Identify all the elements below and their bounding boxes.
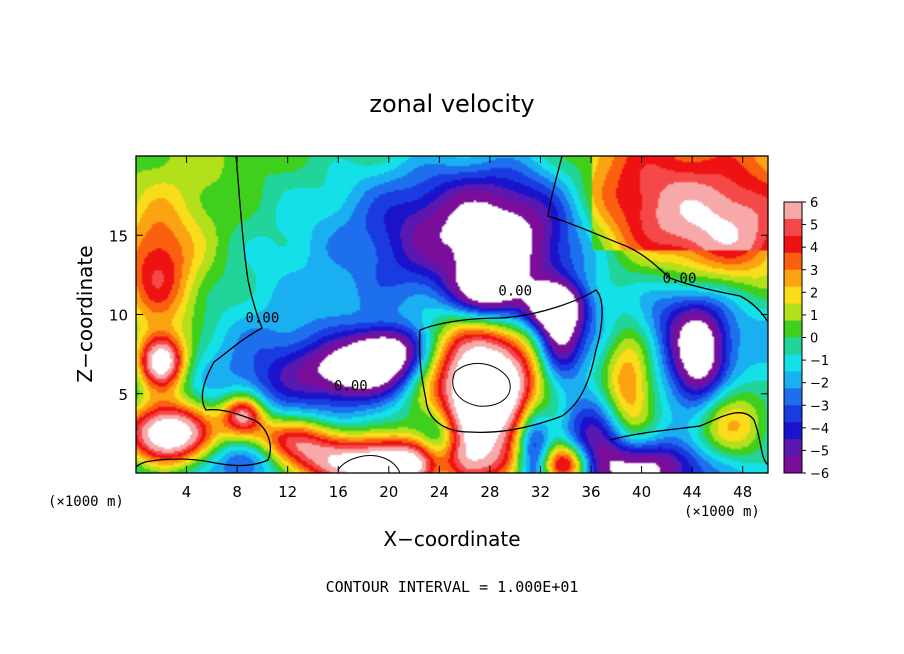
colorbar-tick-label: 4 xyxy=(810,241,818,256)
x-tick-label: 16 xyxy=(329,483,348,501)
contour-labels: 0.00 0.00 0.00 0.00 xyxy=(246,271,697,395)
colorbar-tick-label: 0 xyxy=(810,332,818,347)
colorbar-tick-label: 5 xyxy=(810,219,818,234)
colorbar-swatch xyxy=(784,218,802,237)
colorbar-tick-label: −6 xyxy=(810,467,829,482)
contour-label: 0.00 xyxy=(246,310,280,326)
contour-label: 0.00 xyxy=(498,283,532,299)
contour-interval-note: CONTOUR INTERVAL = 1.000E+01 xyxy=(326,578,579,596)
contour-zero-se xyxy=(609,412,768,466)
x-axis-ticks: 4 8 12 16 20 24 28 32 36 40 44 48 xyxy=(182,156,752,501)
x-tick-label: 32 xyxy=(531,483,550,501)
colorbar-swatch xyxy=(784,235,802,254)
x-axis-label: X−coordinate xyxy=(383,527,520,551)
contour-label: 0.00 xyxy=(663,271,697,287)
contour-zero-east xyxy=(547,156,768,323)
y-axis-label: Z−coordinate xyxy=(73,245,97,382)
contour-zero-west xyxy=(136,156,271,468)
colorbar-swatch xyxy=(784,337,802,355)
colorbar-swatch xyxy=(784,422,802,440)
x-tick-label: 12 xyxy=(278,483,297,501)
contour-zero-center xyxy=(418,289,603,434)
x-tick-label: 48 xyxy=(733,483,752,501)
x-unit-left: (×1000 m) xyxy=(48,494,124,510)
colorbar-swatch xyxy=(784,320,802,338)
heatmap-field xyxy=(136,156,768,473)
colorbar-tick-label: −2 xyxy=(810,377,829,392)
y-tick-label: 5 xyxy=(118,386,128,404)
colorbar-tick-label: 3 xyxy=(810,264,818,279)
colorbar-swatch xyxy=(784,354,802,372)
colorbar-tick-label: 6 xyxy=(810,196,818,211)
x-tick-label: 40 xyxy=(632,483,651,501)
colorbar-swatch xyxy=(784,252,802,271)
colorbar-tick-label: −5 xyxy=(810,444,829,459)
colorbar-swatch xyxy=(784,303,802,322)
colorbar-swatch xyxy=(784,439,802,457)
x-tick-label: 4 xyxy=(182,483,192,501)
x-unit-right: (×1000 m) xyxy=(684,504,760,520)
colorbar-tick-label: −3 xyxy=(810,399,829,414)
y-axis-ticks: 5 10 15 xyxy=(109,227,768,404)
colorbar-tick-label: −4 xyxy=(810,422,829,437)
colorbar-swatch xyxy=(784,202,802,220)
colorbar-swatch xyxy=(784,456,802,474)
colorbar-swatch xyxy=(784,371,802,389)
colorbar-swatch xyxy=(784,286,802,305)
colorbar-swatch xyxy=(784,405,802,423)
x-tick-label: 28 xyxy=(480,483,499,501)
x-tick-label: 24 xyxy=(430,483,449,501)
contour-10-south xyxy=(337,455,401,473)
colorbar-swatch xyxy=(784,388,802,406)
y-tick-label: 10 xyxy=(109,307,128,325)
contour-10-center xyxy=(452,362,511,407)
colorbar: 6 5 4 3 2 1 0 −1 −2 −3 −4 −5 −6 xyxy=(783,196,829,482)
colorbar-tick-label: 2 xyxy=(810,286,818,301)
x-tick-label: 36 xyxy=(581,483,600,501)
colorbar-tick-label: 1 xyxy=(810,309,818,324)
y-tick-label: 15 xyxy=(109,227,128,245)
x-tick-label: 44 xyxy=(683,483,702,501)
x-tick-label: 8 xyxy=(232,483,242,501)
colorbar-tick-label: −1 xyxy=(810,354,829,369)
chart-title: zonal velocity xyxy=(369,90,534,118)
contour-lines xyxy=(136,156,768,473)
x-tick-label: 20 xyxy=(379,483,398,501)
contour-label: 0.00 xyxy=(334,379,368,395)
colorbar-swatch xyxy=(784,269,802,288)
